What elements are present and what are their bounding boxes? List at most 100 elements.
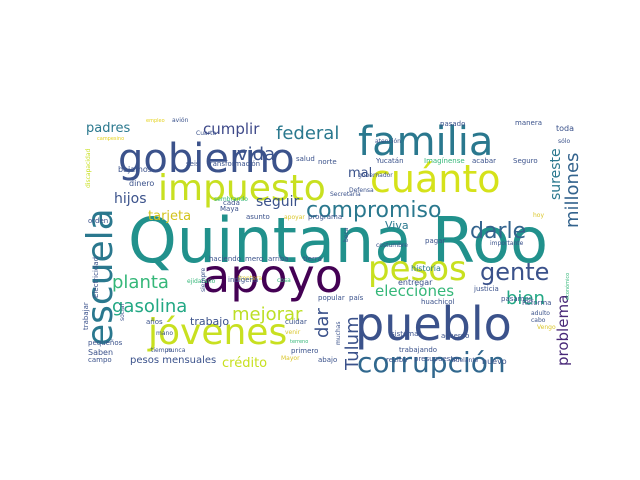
cloud-word: trabajar xyxy=(82,302,90,330)
cloud-word: adulto xyxy=(531,310,550,317)
cloud-word: Vengo xyxy=(537,324,556,331)
cloud-word: impuesto xyxy=(158,168,326,209)
cloud-word: beca xyxy=(343,227,350,242)
cloud-word: país xyxy=(349,294,364,302)
cloud-word: económico xyxy=(564,273,571,300)
cloud-word: padres xyxy=(86,121,131,136)
cloud-word: popular xyxy=(318,294,345,302)
cloud-word: Tulum xyxy=(342,316,363,371)
cloud-word: Defensa xyxy=(349,187,374,194)
cloud-word: nuevo xyxy=(482,357,507,366)
cloud-word: Seguro xyxy=(513,157,538,165)
cloud-word: sistema xyxy=(391,330,418,338)
cloud-word: entregar xyxy=(398,278,433,287)
cloud-word: bien xyxy=(506,288,545,309)
cloud-word: norte xyxy=(318,158,337,166)
cloud-word: costumbre xyxy=(376,242,408,249)
cloud-word: mejorar xyxy=(232,304,303,325)
cloud-word: cuánto xyxy=(370,157,501,201)
cloud-word: nunca xyxy=(167,347,186,354)
cloud-word: vida xyxy=(237,144,275,165)
cloud-word: pasado xyxy=(440,120,465,128)
cloud-word: pueblo xyxy=(355,297,512,351)
cloud-word: corrupción xyxy=(357,346,506,379)
cloud-word: pequeños xyxy=(88,339,123,347)
cloud-word: dar xyxy=(312,308,333,338)
cloud-word: federal xyxy=(276,123,339,144)
cloud-word: años xyxy=(146,318,163,326)
cloud-word: pasamos xyxy=(501,295,533,303)
cloud-word: acuerdo xyxy=(441,332,469,340)
cloud-word: compromiso xyxy=(306,198,441,223)
cloud-word: cosa xyxy=(277,277,291,284)
cloud-word: mero xyxy=(245,255,263,263)
cloud-word: problema xyxy=(554,295,572,366)
cloud-word: adelante xyxy=(452,357,479,364)
cloud-word: importante xyxy=(490,240,524,247)
cloud-word: huachicol xyxy=(421,298,455,306)
cloud-word: crédito xyxy=(222,356,267,371)
cloud-word: sembrando xyxy=(214,196,248,203)
cloud-word: tierra xyxy=(303,255,322,263)
cloud-word: pagar xyxy=(425,237,445,245)
cloud-word: cumplir xyxy=(203,120,260,138)
cloud-word: orden xyxy=(88,217,108,225)
cloud-word: historia xyxy=(411,264,441,273)
cloud-word: cuidar xyxy=(285,318,307,326)
cloud-word: frontera xyxy=(238,275,262,282)
cloud-word: venir xyxy=(285,329,301,336)
cloud-word: Secretaría xyxy=(330,191,361,198)
cloud-word: hoy xyxy=(533,212,544,219)
cloud-word: pesos mensuales xyxy=(130,355,216,366)
cloud-word: Electricidad xyxy=(92,257,100,298)
cloud-word: tiempo xyxy=(151,347,172,354)
cloud-word: Mayor xyxy=(281,355,300,362)
cloud-word: haciendo xyxy=(209,255,241,263)
cloud-word: terreno xyxy=(290,339,308,345)
cloud-word: arriba xyxy=(268,255,289,263)
cloud-word: abajo xyxy=(318,356,337,364)
cloud-word: muchas xyxy=(335,321,342,345)
cloud-word: Reforma xyxy=(522,299,551,307)
cloud-word: hijos xyxy=(114,191,147,207)
cloud-word: sureste xyxy=(548,148,564,200)
cloud-word: Quintana Roo xyxy=(128,204,548,277)
cloud-word: jóvenes xyxy=(147,312,287,353)
cloud-word: toda xyxy=(556,124,574,133)
cloud-word: gobierno xyxy=(118,136,295,182)
cloud-word: manera xyxy=(515,119,542,127)
cloud-word: campesino xyxy=(97,136,124,142)
cloud-word: justicia xyxy=(473,285,499,293)
cloud-word: familia xyxy=(358,119,493,165)
cloud-word: recibir xyxy=(386,356,408,364)
cloud-background xyxy=(80,117,560,364)
cloud-word: apoyo xyxy=(202,249,343,303)
cloud-word: indígena xyxy=(228,276,258,284)
cloud-word: planta xyxy=(112,272,169,293)
cloud-word: avión xyxy=(172,117,189,124)
cloud-word: elecciones xyxy=(375,282,454,300)
cloud-word: Saben xyxy=(88,348,113,357)
cloud-word: Viva xyxy=(385,219,409,232)
cloud-word: campo xyxy=(88,356,112,364)
cloud-word: seguir xyxy=(256,194,300,210)
cloud-word: transformación xyxy=(207,160,260,168)
cloud-word: primero xyxy=(291,347,318,355)
cloud-word: sólo xyxy=(558,138,570,145)
cloud-word: darle xyxy=(470,219,526,244)
cloud-word: gasolina xyxy=(112,296,187,317)
cloud-word: trabajo xyxy=(190,315,229,328)
cloud-word: social xyxy=(119,304,126,321)
cloud-word: salud xyxy=(296,155,315,163)
cloud-word: Yucatán xyxy=(375,157,404,165)
cloud-word: seis xyxy=(186,160,200,168)
cloud-word: acabar xyxy=(472,157,496,165)
cloud-word: empleo xyxy=(146,118,165,124)
cloud-word: cada xyxy=(223,199,240,207)
cloud-word: asunto xyxy=(246,213,270,221)
cloud-word: trabajando xyxy=(399,346,437,354)
cloud-word: gobernador xyxy=(358,172,393,179)
cloud-word: gente xyxy=(480,258,549,286)
cloud-word: mal xyxy=(348,166,372,181)
